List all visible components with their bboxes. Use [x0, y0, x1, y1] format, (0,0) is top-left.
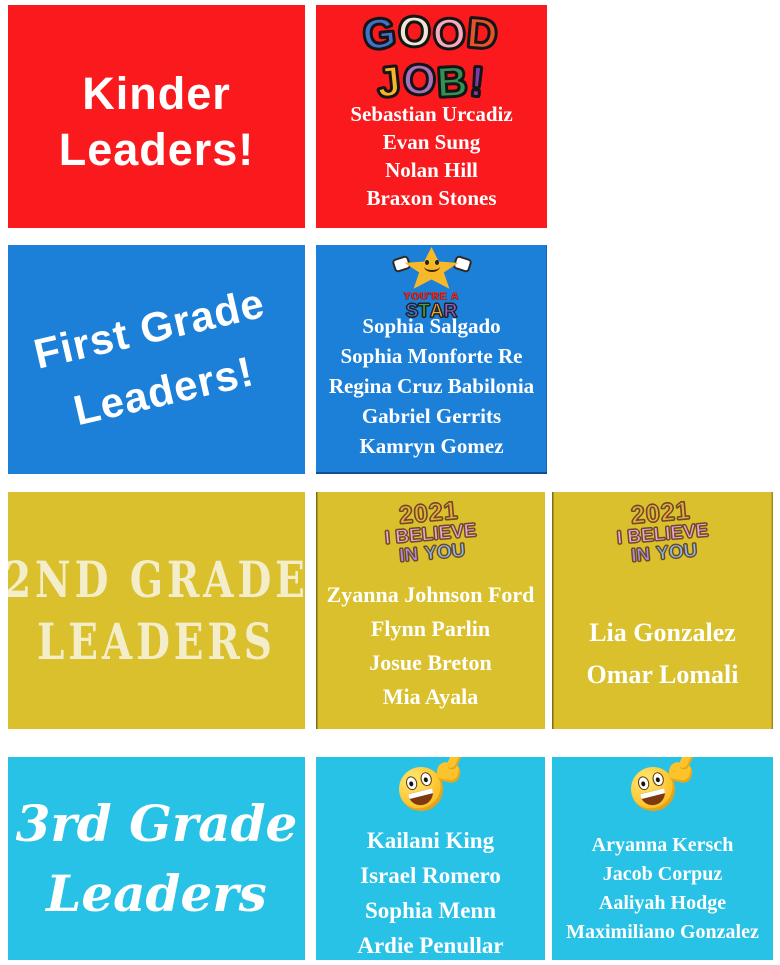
student-name: Jacob Corpuz	[602, 863, 723, 885]
star-shape	[404, 247, 459, 289]
wordart-letter: T	[418, 301, 431, 322]
names-list: Sophia Salgado Sophia Monforte Re Regina…	[316, 311, 547, 461]
names-list: Aryanna Kersch Jacob Corpuz Aaliyah Hodg…	[552, 831, 773, 947]
student-name: Lia Gonzalez	[589, 618, 736, 647]
believe-word: IN	[398, 544, 420, 568]
kinder-names-card: GOOD JOB! Sebastian Urcadiz Evan Sung No…	[316, 5, 547, 228]
emoji-eye	[403, 775, 419, 792]
second-grade-title-text: 2ND GRADE LEADERS	[8, 549, 305, 673]
student-name: Sophia Salgado	[362, 314, 501, 338]
believe-word: IN	[630, 544, 652, 568]
wordart-letter: B	[435, 56, 472, 107]
youre-a-label: YOU'RE A	[403, 291, 460, 302]
star-word: STAR	[316, 301, 547, 322]
student-name: Regina Cruz Babilonia	[328, 374, 535, 398]
thumbs-up-icon	[395, 757, 463, 817]
student-name: Zyanna Johnson Ford	[326, 582, 535, 607]
names-list: Zyanna Johnson Ford Flynn Parlin Josue B…	[316, 578, 545, 714]
second-grade-title-card: 2ND GRADE LEADERS	[8, 492, 305, 729]
second-grade-names-card-2: 2021 I BELIEVE IN YOU Lia Gonzalez Omar L…	[552, 492, 773, 729]
student-name: Kailani King	[366, 828, 495, 853]
wordart-letter: O	[401, 54, 440, 105]
kinder-title-card: Kinder Leaders!	[8, 5, 305, 228]
title-line: 3rd Grade	[15, 793, 298, 853]
student-name: Maximiliano Gonzalez	[566, 921, 759, 943]
wordart-letter: R	[443, 301, 458, 322]
youre-a-star-sticker: YOU'RE A STAR	[316, 245, 547, 322]
student-name: Ardie Penullar	[357, 933, 504, 958]
emoji-mouth	[639, 788, 668, 808]
wordart-letter: J	[374, 56, 406, 107]
student-name: Gabriel Gerrits	[361, 404, 502, 428]
student-name: Israel Romero	[360, 863, 501, 888]
believe-word: YOU	[655, 540, 699, 566]
emoji-pupil	[408, 780, 414, 787]
i-believe-in-you-sticker: 2021 I BELIEVE IN YOU	[316, 492, 545, 574]
student-name: Mia Ayala	[382, 684, 479, 709]
third-grade-title-card: 3rd Grade Leaders	[8, 757, 305, 960]
wordart-letter: O	[430, 8, 469, 59]
title-line: Kinder	[82, 67, 231, 119]
third-grade-title-text: 3rd Grade Leaders	[16, 789, 298, 929]
i-believe-in-you-sticker: 2021 I BELIEVE IN YOU	[552, 492, 773, 573]
first-grade-title-card: First Grade Leaders!	[8, 245, 305, 474]
student-name: Flynn Parlin	[370, 616, 491, 641]
student-name: Sebastian Urcadiz	[350, 102, 513, 126]
title-line: Leaders	[46, 863, 267, 923]
names-list: Sebastian Urcadiz Evan Sung Nolan Hill B…	[316, 100, 547, 212]
wordart-letter: A	[429, 301, 444, 322]
wordart-letter: !	[467, 56, 489, 106]
kinder-title-text: Kinder Leaders!	[59, 56, 255, 178]
names-list: Lia Gonzalez Omar Lomali	[552, 612, 773, 696]
student-name: Braxon Stones	[366, 186, 497, 210]
emoji-eye	[418, 770, 433, 788]
student-name: Sophia Menn	[364, 898, 496, 923]
star-icon	[390, 245, 473, 291]
emoji-pupil	[422, 776, 428, 783]
wordart-letter: O	[396, 6, 435, 57]
third-grade-names-card-2: Aryanna Kersch Jacob Corpuz Aaliyah Hodg…	[552, 757, 773, 960]
wordart-letter: D	[464, 8, 502, 60]
first-grade-names-card: YOU'RE A STAR Sophia Salgado Sophia Monf…	[316, 245, 547, 474]
believe-word: YOU	[423, 540, 467, 566]
student-name: Sophia Monforte Re	[340, 344, 523, 368]
student-name: Aaliyah Hodge	[598, 892, 727, 914]
student-name: Kamryn Gomez	[359, 434, 504, 458]
student-name: Nolan Hill	[385, 158, 478, 182]
title-line: LEADERS	[37, 611, 276, 671]
student-name: Josue Breton	[369, 650, 492, 675]
names-list: Kailani King Israel Romero Sophia Menn A…	[316, 823, 545, 960]
student-name: Aryanna Kersch	[591, 834, 734, 856]
emoji-pupil	[640, 780, 646, 787]
wordart-letter: S	[405, 301, 419, 322]
good-job-wordart-icon: GOOD JOB!	[316, 6, 547, 111]
second-grade-names-card-1: 2021 I BELIEVE IN YOU Zyanna Johnson Ford…	[316, 492, 545, 729]
emoji-eye	[635, 775, 651, 792]
title-line: 2ND GRADE	[8, 549, 305, 609]
student-name: Omar Lomali	[586, 660, 739, 689]
emoji-eye	[650, 770, 665, 788]
wordart-letter: G	[360, 7, 401, 59]
emoji-mouth	[407, 788, 436, 808]
first-grade-title-text: First Grade Leaders!	[28, 271, 286, 449]
thumbs-up-icon	[627, 757, 695, 817]
title-line: Leaders!	[58, 123, 255, 175]
star-smile	[423, 261, 440, 272]
student-name: Evan Sung	[382, 130, 481, 154]
third-grade-names-card-1: Kailani King Israel Romero Sophia Menn A…	[316, 757, 545, 960]
emoji-pupil	[654, 776, 660, 783]
